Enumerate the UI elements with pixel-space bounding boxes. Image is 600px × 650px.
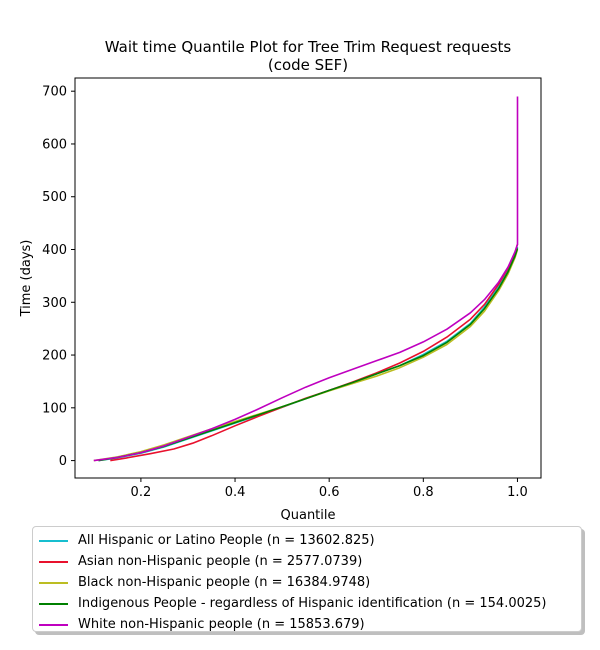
- legend-swatch-black: [39, 581, 68, 584]
- chart-title-line1: Wait time Quantile Plot for Tree Trim Re…: [105, 38, 512, 56]
- plot-lines: [93, 96, 519, 462]
- legend-item: White non-Hispanic people (n = 15853.679…: [33, 614, 581, 635]
- x-axis-label: Quantile: [281, 508, 336, 520]
- y-tick-label: 200: [42, 349, 67, 364]
- line-black: [93, 249, 519, 462]
- y-axis-label: Time (days): [19, 240, 34, 318]
- axis-ticks: 0.2 0.4 0.6 0.8 1.0 0 100 200 300 400 500 600 700: [42, 85, 528, 500]
- legend-label: Black non-Hispanic people (n = 16384.974…: [78, 575, 371, 590]
- x-tick-label: 0.2: [131, 485, 152, 500]
- x-tick-label: 0.4: [225, 485, 246, 500]
- y-tick-label: 100: [42, 401, 67, 416]
- legend-swatch-hispanic: [39, 539, 68, 542]
- legend-item: Black non-Hispanic people (n = 16384.974…: [33, 572, 581, 593]
- y-tick-label: 0: [59, 454, 67, 469]
- legend-label: White non-Hispanic people (n = 15853.679…: [78, 617, 365, 632]
- line-asian: [110, 243, 519, 462]
- y-tick-label: 500: [42, 190, 67, 205]
- line-white: [93, 96, 519, 462]
- legend-swatch-asian: [39, 560, 68, 563]
- legend-label: Indigenous People - regardless of Hispan…: [78, 596, 547, 611]
- chart-title-line2: (code SEF): [268, 56, 348, 74]
- y-tick-label: 300: [42, 296, 67, 311]
- legend-item: Indigenous People - regardless of Hispan…: [33, 593, 581, 614]
- legend-label: All Hispanic or Latino People (n = 13602…: [78, 533, 375, 548]
- y-tick-label: 600: [42, 137, 67, 152]
- x-tick-label: 1.0: [507, 485, 528, 500]
- plot-area-frame: [74, 77, 542, 479]
- legend: All Hispanic or Latino People (n = 13602…: [32, 526, 582, 632]
- y-tick-label: 700: [42, 85, 67, 100]
- x-tick-label: 0.6: [319, 485, 340, 500]
- legend-swatch-white: [39, 623, 68, 626]
- y-tick-label: 400: [42, 243, 67, 258]
- x-tick-label: 0.8: [413, 485, 434, 500]
- line-hispanic: [98, 246, 519, 462]
- line-indigenous: [98, 248, 519, 462]
- legend-item: Asian non-Hispanic people (n = 2577.0739…: [33, 551, 581, 572]
- legend-item: All Hispanic or Latino People (n = 13602…: [33, 530, 581, 551]
- legend-label: Asian non-Hispanic people (n = 2577.0739…: [78, 554, 363, 569]
- legend-swatch-indigenous: [39, 602, 68, 605]
- quantile-chart: Wait time Quantile Plot for Tree Trim Re…: [19, 38, 542, 520]
